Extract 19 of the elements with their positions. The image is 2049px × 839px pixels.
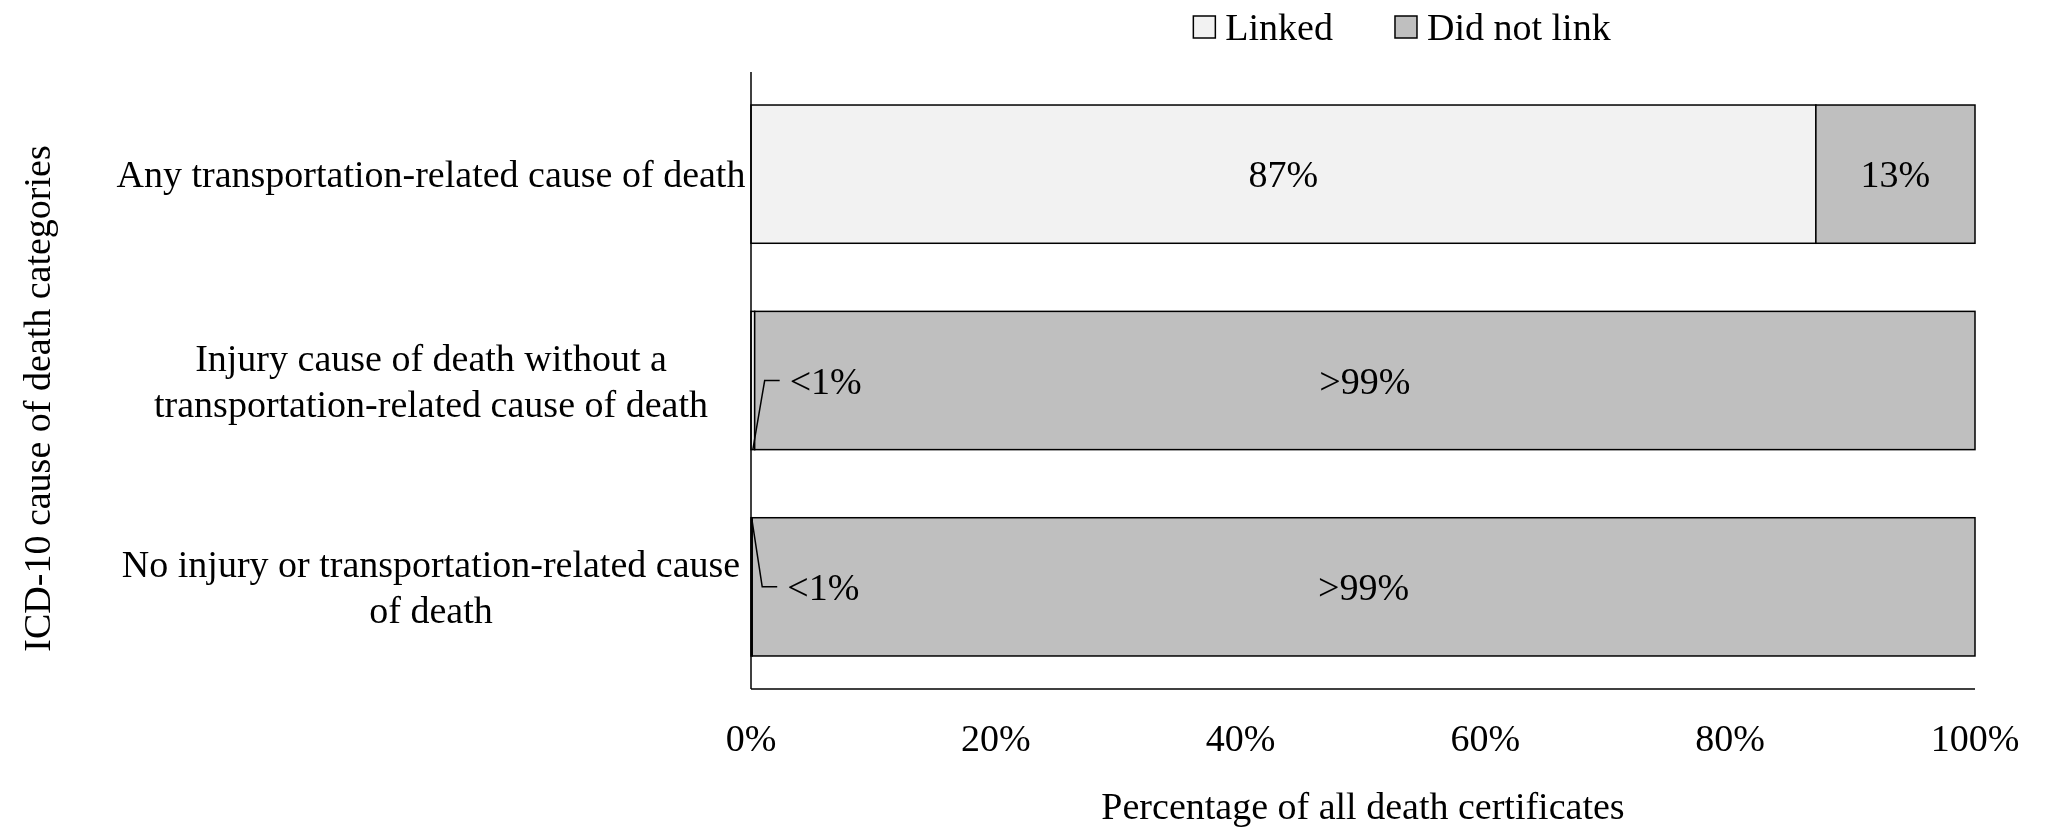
y-tick-label: Injury cause of death without a transportation-related cause of death <box>154 336 708 425</box>
data-label: <1% <box>789 359 862 402</box>
y-tick-label: Any transportation-related cause of death <box>116 153 746 196</box>
legend-label: Linked <box>1225 6 1333 49</box>
y-tick-label: No injury or transportation-related cause of death <box>121 543 741 632</box>
y-axis-title: ICD-10 cause of death categories <box>16 145 58 652</box>
x-tick-label: 80% <box>1695 717 1766 759</box>
x-tick-label: 40% <box>1205 717 1276 759</box>
x-tick-label: 0% <box>725 717 777 759</box>
data-label: 13% <box>1860 153 1931 196</box>
x-tick-label: 20% <box>960 717 1031 759</box>
data-label: 87% <box>1248 153 1319 196</box>
data-label: <1% <box>787 566 860 609</box>
x-tick-label: 60% <box>1450 717 1521 759</box>
data-label: >99% <box>1319 359 1411 402</box>
data-label: >99% <box>1318 566 1410 609</box>
legend-label: Did not link <box>1426 6 1611 49</box>
x-axis-title: Percentage of all death certificates <box>1101 785 1625 827</box>
x-tick-label: 100% <box>1930 717 2020 759</box>
